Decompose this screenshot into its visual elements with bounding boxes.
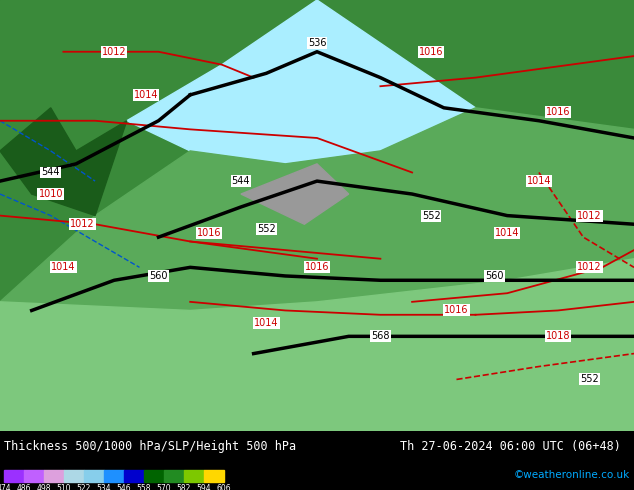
Bar — [24, 470, 44, 482]
Text: 552: 552 — [422, 211, 441, 220]
Polygon shape — [0, 108, 76, 194]
Text: 552: 552 — [580, 374, 599, 385]
Text: 1016: 1016 — [444, 305, 469, 316]
Polygon shape — [0, 108, 634, 311]
Text: 534: 534 — [97, 484, 112, 490]
Text: 1016: 1016 — [197, 228, 221, 238]
Polygon shape — [127, 0, 476, 164]
Text: 582: 582 — [177, 484, 191, 490]
Polygon shape — [32, 121, 127, 216]
Text: 1012: 1012 — [102, 47, 126, 57]
Text: 474: 474 — [0, 484, 11, 490]
Bar — [164, 470, 184, 482]
Bar — [104, 470, 124, 482]
Text: 1014: 1014 — [527, 176, 551, 186]
Text: 1016: 1016 — [419, 47, 443, 57]
Text: Th 27-06-2024 06:00 UTC (06+48): Th 27-06-2024 06:00 UTC (06+48) — [400, 440, 621, 453]
Bar — [84, 470, 104, 482]
Text: 1016: 1016 — [546, 107, 570, 117]
Text: 498: 498 — [37, 484, 51, 490]
Text: 570: 570 — [157, 484, 171, 490]
Polygon shape — [0, 259, 634, 431]
Text: 1012: 1012 — [578, 211, 602, 220]
Text: 606: 606 — [217, 484, 231, 490]
Text: 1012: 1012 — [70, 219, 94, 229]
Text: 1016: 1016 — [305, 262, 329, 272]
Text: 544: 544 — [231, 176, 250, 186]
Bar — [144, 470, 164, 482]
Text: 1018: 1018 — [546, 331, 570, 342]
Text: 544: 544 — [41, 168, 60, 177]
Text: 486: 486 — [16, 484, 31, 490]
Text: 568: 568 — [371, 331, 390, 342]
Text: 536: 536 — [307, 38, 327, 48]
Bar — [44, 470, 64, 482]
Text: 1010: 1010 — [39, 189, 63, 199]
Text: 560: 560 — [149, 271, 168, 281]
Text: 1012: 1012 — [578, 262, 602, 272]
Text: 1014: 1014 — [134, 90, 158, 100]
Bar — [4, 470, 24, 482]
Text: 1014: 1014 — [51, 262, 75, 272]
Polygon shape — [241, 164, 349, 224]
Text: Thickness 500/1000 hPa/SLP/Height 500 hPa: Thickness 500/1000 hPa/SLP/Height 500 hP… — [4, 440, 296, 453]
Bar — [124, 470, 144, 482]
Text: ©weatheronline.co.uk: ©weatheronline.co.uk — [514, 470, 630, 480]
Text: 1014: 1014 — [495, 228, 519, 238]
Text: 594: 594 — [197, 484, 211, 490]
Text: 560: 560 — [485, 271, 504, 281]
Text: 522: 522 — [77, 484, 91, 490]
Text: 1014: 1014 — [254, 318, 278, 328]
Text: 510: 510 — [57, 484, 71, 490]
Text: 546: 546 — [117, 484, 131, 490]
Bar — [204, 470, 224, 482]
Bar — [64, 470, 84, 482]
Text: 552: 552 — [257, 223, 276, 234]
Text: 558: 558 — [137, 484, 152, 490]
Bar — [184, 470, 204, 482]
